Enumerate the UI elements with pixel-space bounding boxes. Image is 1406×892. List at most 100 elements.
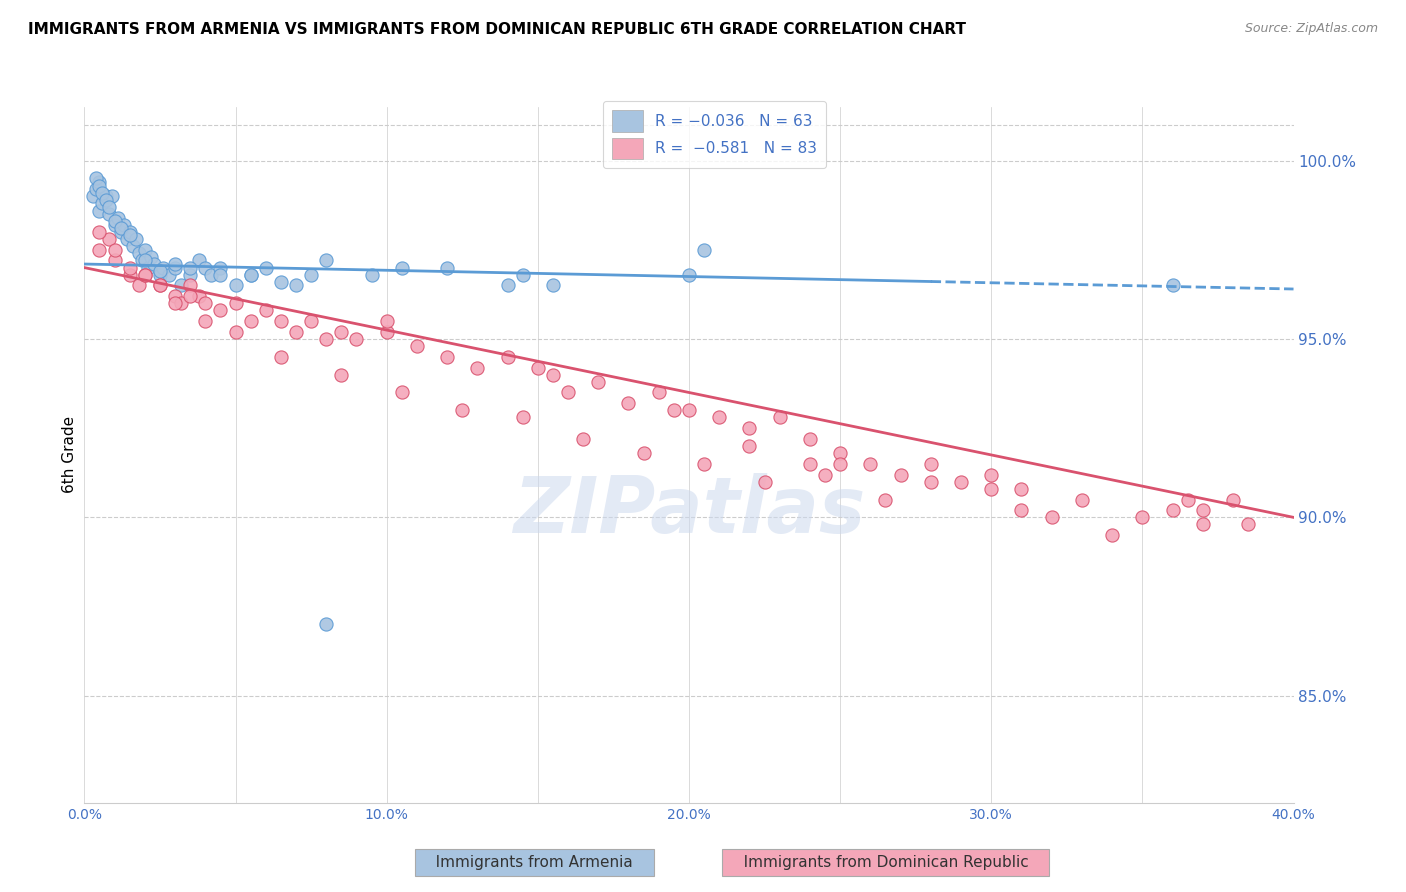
Point [346,332,368,346]
Point [512,268,534,282]
Point [1192,503,1215,517]
Point [165,260,187,275]
Point [617,396,640,410]
Point [451,403,474,417]
Text: Immigrants from Armenia: Immigrants from Armenia [420,855,648,870]
Point [179,278,201,293]
Point [662,403,685,417]
Point [82,189,104,203]
Point [693,243,716,257]
Point [391,260,413,275]
Point [225,325,247,339]
Point [128,246,150,260]
Point [1222,492,1244,507]
Point [200,268,222,282]
Point [588,375,610,389]
Point [152,260,174,275]
Point [165,296,187,310]
Point [315,617,337,632]
Point [1071,492,1094,507]
Point [89,178,111,193]
Point [769,410,792,425]
Point [131,253,153,268]
Point [97,232,120,246]
Point [110,221,132,235]
Point [527,360,550,375]
Point [436,260,458,275]
Point [512,410,534,425]
Point [254,260,277,275]
Point [738,421,761,435]
Point [225,296,247,310]
Point [239,268,262,282]
Point [97,200,120,214]
Point [139,250,162,264]
Point [678,403,700,417]
Point [118,225,141,239]
Point [360,268,382,282]
Point [121,239,143,253]
Point [104,218,127,232]
Point [980,467,1002,482]
Point [693,457,716,471]
Point [1192,517,1215,532]
Point [188,253,211,268]
Point [115,232,138,246]
Point [375,325,398,339]
Point [1177,492,1199,507]
Text: Immigrants from Dominican Republic: Immigrants from Dominican Republic [728,855,1043,870]
Point [572,432,595,446]
Point [179,268,201,282]
Point [1161,503,1184,517]
Point [209,303,232,318]
Point [330,368,353,382]
Point [179,289,201,303]
Point [170,278,193,293]
Legend: R = −0.036   N = 63, R =  −0.581   N = 83: R = −0.036 N = 63, R = −0.581 N = 83 [603,101,827,169]
Point [315,332,337,346]
Point [89,175,111,189]
Point [170,296,193,310]
Point [188,289,211,303]
Point [149,268,172,282]
Text: ZIPatlas: ZIPatlas [513,473,865,549]
Point [541,278,564,293]
Point [239,314,262,328]
Point [254,303,277,318]
Point [149,264,172,278]
Point [118,260,141,275]
Point [110,225,132,239]
Y-axis label: 6th Grade: 6th Grade [62,417,77,493]
Point [830,457,852,471]
Point [165,257,187,271]
Point [1237,517,1260,532]
Point [890,467,912,482]
Point [142,257,165,271]
Point [239,268,262,282]
Point [1161,278,1184,293]
Point [104,214,127,228]
Point [467,360,489,375]
Point [1010,503,1032,517]
Point [179,260,201,275]
Point [104,253,127,268]
Point [541,368,564,382]
Point [950,475,973,489]
Point [194,260,217,275]
Point [299,268,322,282]
Point [709,410,731,425]
Point [738,439,761,453]
Point [89,225,111,239]
Point [330,325,353,339]
Point [134,268,156,282]
Point [86,171,108,186]
Point [859,457,882,471]
Point [89,203,111,218]
Point [134,268,156,282]
Point [496,350,519,364]
Point [1010,482,1032,496]
Point [270,275,292,289]
Point [100,189,122,203]
Point [284,325,308,339]
Point [118,228,141,243]
